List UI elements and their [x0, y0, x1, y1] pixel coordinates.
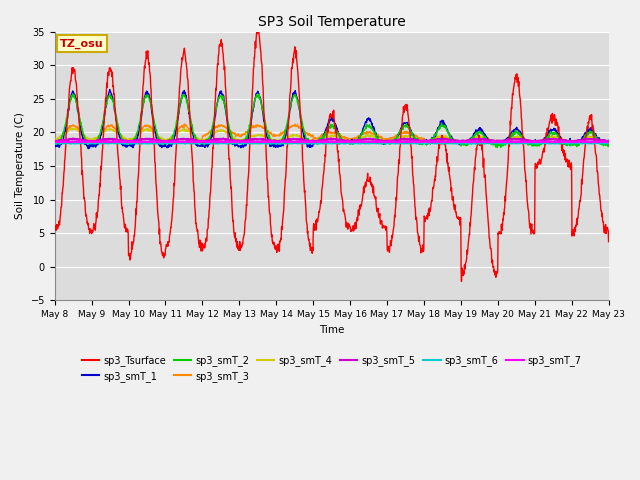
sp3_smT_2	[286, 105, 294, 111]
sp3_smT_6	[605, 140, 612, 146]
sp3_smT_1	[84, 146, 92, 152]
sp3_Tsurface	[93, 209, 101, 215]
sp3_smT_2	[493, 144, 501, 150]
sp3_Tsurface	[366, 174, 374, 180]
sp3_Tsurface	[298, 138, 305, 144]
sp3_smT_1	[367, 118, 374, 123]
sp3_Tsurface	[255, 27, 262, 33]
Line: sp3_smT_3: sp3_smT_3	[54, 124, 609, 144]
sp3_smT_6	[93, 140, 101, 146]
Text: TZ_osu: TZ_osu	[60, 38, 104, 48]
sp3_smT_6	[51, 140, 58, 146]
sp3_smT_5	[298, 137, 305, 143]
sp3_smT_2	[116, 131, 124, 137]
sp3_smT_5	[116, 138, 124, 144]
sp3_Tsurface	[116, 177, 124, 183]
Title: SP3 Soil Temperature: SP3 Soil Temperature	[258, 15, 406, 29]
sp3_smT_3	[51, 140, 58, 146]
sp3_Tsurface	[286, 91, 294, 97]
sp3_smT_5	[327, 135, 335, 141]
sp3_smT_6	[489, 140, 497, 145]
Line: sp3_smT_5: sp3_smT_5	[54, 138, 609, 142]
sp3_smT_4	[144, 125, 152, 131]
sp3_smT_4	[93, 134, 101, 140]
sp3_smT_3	[116, 132, 124, 137]
sp3_smT_5	[310, 139, 317, 145]
sp3_smT_6	[307, 140, 315, 146]
Y-axis label: Soil Temperature (C): Soil Temperature (C)	[15, 113, 25, 219]
Line: sp3_smT_2: sp3_smT_2	[54, 94, 609, 147]
sp3_smT_3	[298, 126, 305, 132]
sp3_smT_7	[360, 138, 368, 144]
sp3_smT_1	[287, 106, 294, 112]
sp3_smT_1	[106, 87, 113, 93]
sp3_smT_4	[605, 140, 612, 146]
Line: sp3_Tsurface: sp3_Tsurface	[54, 30, 609, 281]
sp3_smT_3	[286, 124, 294, 130]
sp3_smT_4	[286, 134, 294, 140]
sp3_Tsurface	[605, 239, 612, 245]
sp3_smT_5	[307, 138, 315, 144]
sp3_smT_1	[308, 143, 316, 148]
sp3_smT_1	[117, 139, 125, 144]
sp3_smT_3	[605, 140, 612, 146]
sp3_smT_1	[51, 142, 58, 148]
sp3_smT_2	[308, 140, 316, 145]
Legend: sp3_Tsurface, sp3_smT_1, sp3_smT_2, sp3_smT_3, sp3_smT_4, sp3_smT_5, sp3_smT_6, : sp3_Tsurface, sp3_smT_1, sp3_smT_2, sp3_…	[78, 351, 586, 385]
sp3_Tsurface	[308, 247, 316, 253]
sp3_smT_3	[180, 121, 188, 127]
sp3_smT_1	[605, 140, 612, 145]
sp3_smT_3	[93, 135, 101, 141]
sp3_smT_7	[286, 139, 294, 145]
sp3_smT_1	[94, 142, 102, 147]
sp3_smT_2	[605, 143, 612, 149]
sp3_smT_4	[298, 134, 305, 140]
sp3_Tsurface	[458, 278, 465, 284]
sp3_smT_6	[116, 140, 124, 146]
sp3_smT_4	[366, 133, 374, 139]
sp3_Tsurface	[51, 226, 58, 231]
sp3_smT_2	[298, 117, 305, 122]
sp3_smT_7	[93, 139, 101, 144]
sp3_smT_7	[51, 139, 58, 144]
sp3_smT_5	[367, 136, 374, 142]
sp3_smT_3	[366, 130, 374, 136]
sp3_smT_6	[286, 140, 294, 146]
sp3_smT_7	[605, 139, 612, 145]
sp3_smT_7	[367, 139, 374, 144]
sp3_smT_4	[308, 138, 316, 144]
sp3_smT_3	[568, 141, 576, 147]
Line: sp3_smT_1: sp3_smT_1	[54, 90, 609, 149]
sp3_smT_5	[93, 138, 101, 144]
Line: sp3_smT_7: sp3_smT_7	[54, 141, 609, 143]
sp3_smT_4	[604, 142, 612, 147]
sp3_smT_2	[255, 91, 263, 97]
X-axis label: Time: Time	[319, 325, 344, 335]
sp3_smT_3	[308, 133, 316, 139]
sp3_smT_6	[298, 140, 305, 146]
sp3_smT_7	[302, 140, 310, 145]
sp3_smT_4	[51, 137, 58, 143]
Line: sp3_smT_4: sp3_smT_4	[54, 128, 609, 144]
sp3_smT_6	[335, 141, 343, 147]
Line: sp3_smT_6: sp3_smT_6	[54, 143, 609, 144]
sp3_smT_7	[116, 139, 124, 144]
sp3_smT_5	[605, 138, 612, 144]
sp3_smT_7	[308, 139, 316, 144]
sp3_smT_7	[298, 139, 305, 144]
sp3_smT_4	[116, 133, 124, 139]
sp3_smT_2	[93, 137, 101, 143]
sp3_smT_2	[51, 142, 58, 147]
sp3_smT_5	[51, 138, 58, 144]
sp3_smT_6	[366, 140, 374, 146]
sp3_smT_1	[298, 123, 306, 129]
sp3_smT_5	[286, 137, 294, 143]
sp3_smT_2	[366, 124, 374, 130]
